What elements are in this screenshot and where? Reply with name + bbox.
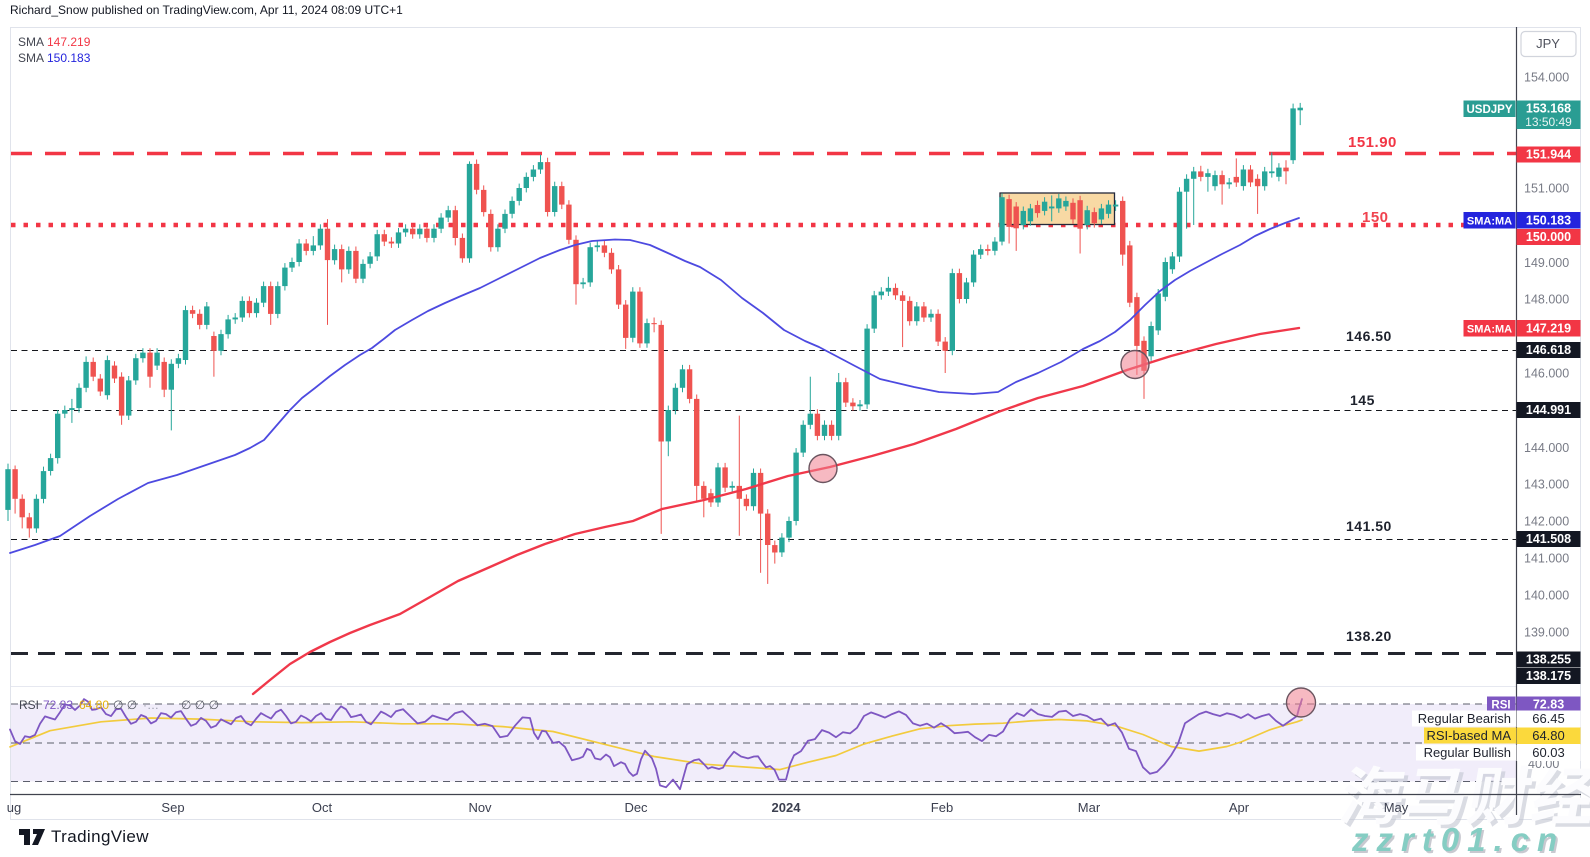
svg-text:151.90: 151.90 (1348, 134, 1397, 151)
svg-text:66.45: 66.45 (1532, 711, 1565, 726)
svg-text:145: 145 (1350, 392, 1375, 408)
svg-text:147.219: 147.219 (1526, 321, 1571, 335)
svg-text:RSI-based MA: RSI-based MA (1426, 728, 1511, 743)
svg-text:May: May (1384, 800, 1409, 815)
svg-text:72.83: 72.83 (43, 698, 73, 712)
svg-text:∅ ∅ ∅: ∅ ∅ ∅ (181, 698, 219, 712)
svg-text:150.183: 150.183 (1526, 213, 1571, 227)
svg-text:149.000: 149.000 (1524, 256, 1569, 270)
svg-text:zzrt01.cn: zzrt01.cn (1351, 821, 1565, 857)
svg-text:146.618: 146.618 (1526, 343, 1571, 357)
svg-text:150.000: 150.000 (1526, 230, 1571, 244)
svg-text:147.219: 147.219 (47, 35, 91, 49)
svg-text:148.000: 148.000 (1524, 293, 1569, 307)
svg-text:·…: ·… (143, 698, 159, 712)
svg-text:Regular Bullish: Regular Bullish (1424, 745, 1511, 760)
svg-text:64.80: 64.80 (79, 698, 109, 712)
svg-text:146.50: 146.50 (1346, 328, 1392, 344)
svg-text:RSI: RSI (19, 698, 39, 712)
svg-text:Oct: Oct (312, 800, 333, 815)
svg-text:Apr: Apr (1229, 800, 1250, 815)
svg-text:141.50: 141.50 (1346, 518, 1392, 534)
svg-text:138.255: 138.255 (1526, 653, 1571, 667)
svg-text:TradingView: TradingView (51, 827, 149, 846)
svg-text:139.000: 139.000 (1524, 626, 1569, 640)
svg-text:Feb: Feb (931, 800, 953, 815)
svg-text:151.000: 151.000 (1524, 182, 1569, 196)
svg-text:zzrt01.cn: zzrt01.cn (1353, 823, 1567, 857)
svg-text:150.183: 150.183 (47, 51, 91, 65)
svg-text:144.991: 144.991 (1526, 403, 1571, 417)
svg-text:Nov: Nov (468, 800, 492, 815)
svg-text:RSI: RSI (1491, 700, 1510, 712)
svg-text:SMA: SMA (18, 35, 44, 49)
svg-text:138.20: 138.20 (1346, 628, 1392, 644)
svg-text:Mar: Mar (1078, 800, 1101, 815)
svg-text:151.944: 151.944 (1526, 148, 1571, 162)
svg-text:140.000: 140.000 (1524, 589, 1569, 603)
svg-text:144.000: 144.000 (1524, 441, 1569, 455)
svg-text:2024: 2024 (772, 800, 802, 815)
svg-text:150: 150 (1362, 209, 1389, 226)
svg-text:146.000: 146.000 (1524, 367, 1569, 381)
svg-text:60.03: 60.03 (1532, 745, 1565, 760)
svg-text:142.000: 142.000 (1524, 515, 1569, 529)
svg-text:13:50:49: 13:50:49 (1525, 115, 1572, 129)
svg-text:143.000: 143.000 (1524, 478, 1569, 492)
svg-text:153.168: 153.168 (1526, 102, 1571, 116)
svg-text:JPY: JPY (1536, 36, 1560, 51)
svg-text:USDJPY: USDJPY (1466, 104, 1512, 116)
svg-text:Sep: Sep (161, 800, 184, 815)
svg-text:Regular Bearish: Regular Bearish (1418, 711, 1511, 726)
svg-text:SMA: SMA (18, 51, 44, 65)
svg-text:∅ ∅: ∅ ∅ (113, 698, 137, 712)
svg-text:154.000: 154.000 (1524, 71, 1569, 85)
svg-text:141.508: 141.508 (1526, 532, 1571, 546)
svg-text:64.80: 64.80 (1532, 728, 1565, 743)
svg-text:SMA:MA: SMA:MA (1467, 323, 1512, 335)
svg-text:141.000: 141.000 (1524, 552, 1569, 566)
svg-text:SMA:MA: SMA:MA (1467, 215, 1512, 227)
svg-text:ug: ug (7, 800, 21, 815)
svg-text:72.83: 72.83 (1533, 698, 1564, 712)
svg-text:138.175: 138.175 (1526, 669, 1571, 683)
svg-text:Dec: Dec (624, 800, 648, 815)
